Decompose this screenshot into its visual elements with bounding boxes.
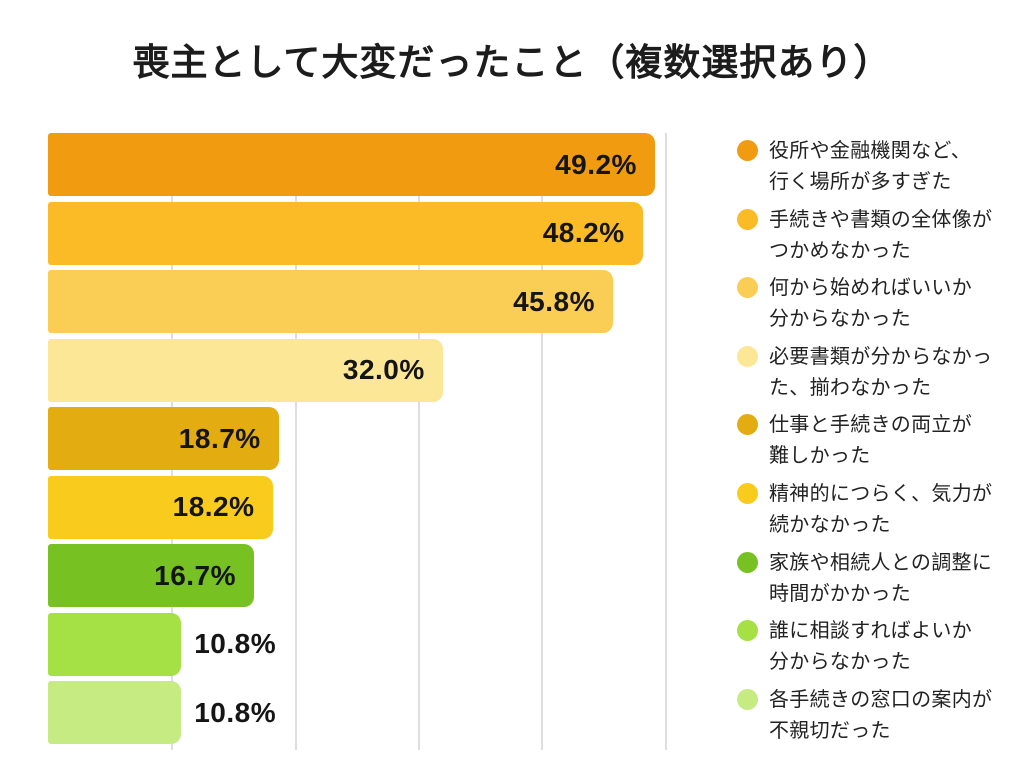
legend-item: 仕事と手続きの両立が 難しかった <box>737 407 1024 476</box>
plot-area: 49.2% 48.2% 45.8% 32.0% 18.7% 18.2% 16.7% 10.8%… <box>48 133 708 750</box>
bar-row: 18.2% <box>48 475 708 539</box>
bar-row: 10.8% <box>48 612 708 676</box>
legend-item: 何から始めればいいか 分からなかった <box>737 270 1024 339</box>
legend-label: 家族や相続人との調整に 時間がかかった <box>769 551 993 605</box>
legend-label: 誰に相談すればよいか 分からなかった <box>769 620 972 674</box>
legend-item-inner: 精神的につらく、気力が 続かなかった <box>737 479 992 541</box>
legend-item: 精神的につらく、気力が 続かなかった <box>737 476 1024 545</box>
gridline-40pct <box>541 133 544 750</box>
legend-item-inner: 仕事と手続きの両立が 難しかった <box>737 410 972 472</box>
bar-value-label: 49.2% <box>555 148 637 180</box>
legend-dot-icon <box>737 277 758 299</box>
bar-7 <box>48 544 255 608</box>
legend-item: 各手続きの窓口の案内が 不親切だった <box>737 681 1024 750</box>
legend-dot-icon <box>737 688 758 710</box>
legend-dot-icon <box>737 208 758 230</box>
legend-item-inner: 誰に相談すればよいか 分からなかった <box>737 616 972 678</box>
bar-row: 48.2% <box>48 201 708 265</box>
gridline-50pct <box>664 133 667 750</box>
gridline-30pct <box>418 133 421 750</box>
legend-dot-icon <box>737 551 758 573</box>
legend-dot-icon <box>737 620 758 642</box>
bar-value-label: 10.8% <box>194 696 277 728</box>
legend-dot-icon <box>737 414 758 436</box>
legend-item-inner: 各手続きの窓口の案内が 不親切だった <box>737 685 992 747</box>
legend-item-inner: 家族や相続人との調整に 時間がかかった <box>737 548 992 610</box>
legend-label: 精神的につらく、気力が 続かなかった <box>769 483 993 536</box>
legend-item: 手続きや書類の全体像が つかめなかった <box>737 202 1024 271</box>
legend-item-inner: 何から始めればいいか 分からなかった <box>737 273 972 335</box>
legend-label: 手続きや書類の全体像が つかめなかった <box>769 208 993 262</box>
legend-item: 役所や金融機関など、 行く場所が多すぎた <box>737 133 1024 202</box>
legend: 役所や金融機関など、 行く場所が多すぎた 手続きや書類の全体像が つかめなかった何… <box>737 133 1024 750</box>
legend-item: 必要書類が分からなかっ た、揃わなかった <box>737 339 1024 408</box>
legend-item-inner: 役所や金融機関など、 行く場所が多すぎた <box>737 136 971 198</box>
bar-6 <box>48 475 273 539</box>
legend-dot-icon <box>737 140 758 162</box>
legend-item-inner: 必要書類が分からなかっ た、揃わなかった <box>737 342 992 404</box>
bar-row: 45.8% <box>48 270 708 334</box>
legend-item: 家族や相続人との調整に 時間がかかった <box>737 544 1024 613</box>
bar-row: 49.2% <box>48 133 708 196</box>
bar-value-label: 45.8% <box>513 285 596 317</box>
legend-dot-icon <box>737 483 758 504</box>
chart-title: 喪主として大変だったこと（複数選択あり） <box>132 42 892 83</box>
bar-4 <box>48 338 443 402</box>
legend-item-inner: 手続きや書類の全体像が つかめなかった <box>737 205 992 267</box>
legend-dot-icon <box>737 345 758 367</box>
bar-9 <box>48 681 182 745</box>
bar-8 <box>48 612 182 676</box>
bar-3 <box>48 270 613 334</box>
bar-value-label: 18.2% <box>172 491 255 523</box>
legend-item: 誰に相談すればよいか 分からなかった <box>737 613 1024 682</box>
legend-label: 役所や金融機関など、 行く場所が多すぎた <box>769 140 971 194</box>
bar-5 <box>48 407 279 471</box>
bar-row: 10.8% <box>48 681 708 745</box>
bar-1 <box>48 133 655 196</box>
bar-value-label: 16.7% <box>154 559 237 591</box>
bar-row: 18.7% <box>48 407 708 471</box>
legend-label: 何から始めればいいか 分からなかった <box>769 277 972 331</box>
legend-label: 仕事と手続きの両立が 難しかった <box>769 414 972 468</box>
bar-value-label: 32.0% <box>342 354 425 386</box>
bar-value-label: 48.2% <box>542 217 625 249</box>
bar-row: 16.7% <box>48 544 708 608</box>
legend-label: 必要書類が分からなかっ た、揃わなかった <box>769 345 993 399</box>
bar-2 <box>48 201 643 265</box>
gridline-20pct <box>294 133 297 750</box>
bar-value-label: 18.7% <box>178 422 261 454</box>
bar-row: 32.0% <box>48 338 708 402</box>
bar-value-label: 10.8% <box>194 628 277 660</box>
legend-label: 各手続きの窓口の案内が 不親切だった <box>769 688 993 742</box>
